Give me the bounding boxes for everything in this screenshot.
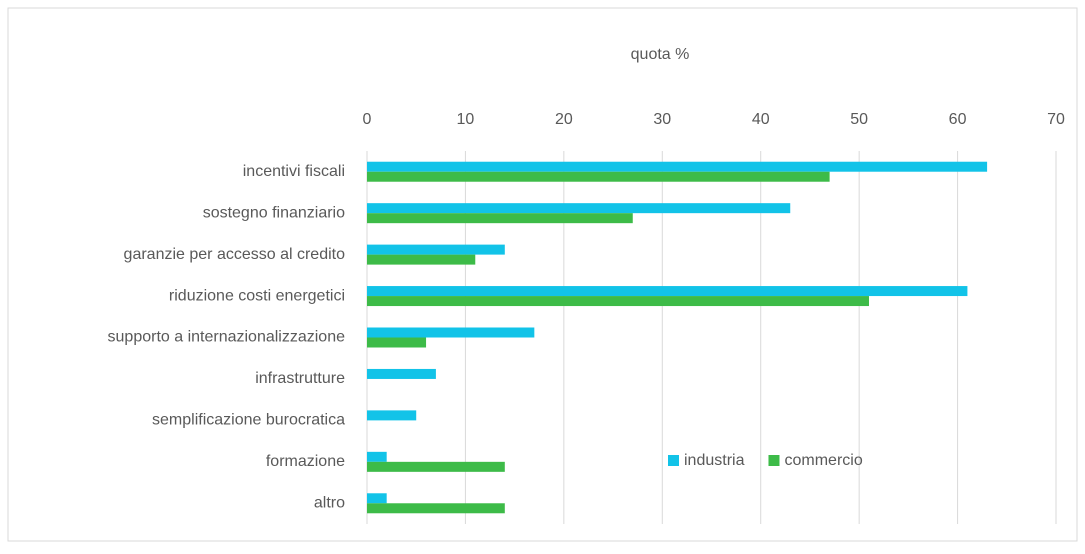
legend-swatch (668, 455, 679, 466)
y-tick-label: semplificazione burocratica (152, 412, 345, 429)
y-tick-label: sostegno finanziario (203, 204, 345, 221)
chart-frame (7, 7, 1078, 542)
y-tick-label: altro (314, 494, 345, 511)
bar (367, 461, 505, 472)
bar (367, 286, 968, 297)
y-tick-label: garanzie per accesso al credito (124, 246, 346, 263)
y-tick-label: riduzione costi energetici (169, 287, 345, 304)
bar (367, 171, 830, 182)
bar (367, 503, 505, 514)
y-tick-label: formazione (266, 453, 345, 470)
legend-label: industria (684, 452, 745, 469)
x-tick-label: 50 (850, 111, 868, 128)
chart-title: quota % (631, 46, 690, 63)
bar (367, 203, 791, 214)
x-tick-label: 10 (457, 111, 475, 128)
x-tick-label: 30 (653, 111, 671, 128)
bar (367, 296, 869, 307)
bar (367, 244, 505, 255)
bar (367, 410, 417, 421)
x-tick-label: 60 (949, 111, 967, 128)
bar (367, 368, 436, 379)
x-tick-label: 40 (752, 111, 770, 128)
bar (367, 161, 988, 172)
bar (367, 327, 535, 338)
x-tick-label: 20 (555, 111, 573, 128)
y-tick-label: infrastrutture (255, 370, 345, 387)
bar (367, 254, 476, 265)
bar (367, 213, 633, 224)
x-tick-label: 0 (363, 111, 372, 128)
legend-label: commercio (784, 452, 862, 469)
x-tick-label: 70 (1047, 111, 1065, 128)
bar (367, 493, 387, 504)
legend-swatch (768, 455, 780, 466)
y-tick-label: incentivi fiscali (243, 163, 345, 180)
bar (367, 451, 387, 462)
y-tick-label: supporto a internazionalizzazione (108, 329, 346, 346)
bar (367, 337, 427, 348)
